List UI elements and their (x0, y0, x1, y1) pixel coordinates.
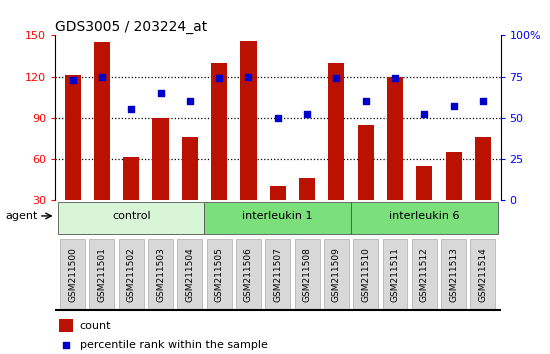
Bar (59, 319, 73, 332)
Bar (387, 76, 403, 200)
Text: GSM211512: GSM211512 (420, 247, 429, 302)
Bar (299, 178, 315, 200)
Text: GSM211510: GSM211510 (361, 247, 370, 302)
Bar (123, 158, 139, 200)
Point (68, 77, 77, 83)
FancyBboxPatch shape (265, 239, 290, 310)
Text: percentile rank within the sample: percentile rank within the sample (80, 340, 267, 350)
FancyBboxPatch shape (177, 239, 202, 310)
Point (273, 115, 282, 120)
Point (332, 75, 341, 81)
FancyBboxPatch shape (207, 239, 232, 310)
Bar (328, 63, 344, 200)
Point (390, 75, 399, 81)
Text: GSM211511: GSM211511 (390, 247, 399, 302)
Point (420, 112, 428, 117)
FancyBboxPatch shape (412, 239, 437, 310)
FancyBboxPatch shape (324, 239, 349, 310)
Text: GSM211508: GSM211508 (302, 247, 311, 302)
Point (156, 90, 165, 96)
Point (478, 98, 487, 104)
Text: agent: agent (6, 211, 38, 221)
Bar (152, 118, 168, 200)
Text: control: control (112, 211, 151, 221)
Point (97, 74, 106, 79)
Text: GSM211506: GSM211506 (244, 247, 253, 302)
Bar (182, 137, 198, 200)
Bar (416, 166, 432, 200)
FancyBboxPatch shape (205, 202, 351, 234)
FancyBboxPatch shape (353, 239, 378, 310)
Bar (270, 186, 286, 200)
Point (244, 74, 253, 79)
FancyBboxPatch shape (90, 239, 114, 310)
Point (62, 342, 70, 348)
FancyBboxPatch shape (383, 239, 408, 310)
FancyBboxPatch shape (351, 202, 498, 234)
Text: GSM211505: GSM211505 (214, 247, 224, 302)
Text: GSM211503: GSM211503 (156, 247, 165, 302)
Bar (64, 75, 81, 200)
FancyBboxPatch shape (60, 239, 85, 310)
FancyBboxPatch shape (148, 239, 173, 310)
FancyBboxPatch shape (58, 202, 205, 234)
Text: count: count (80, 320, 111, 331)
Bar (358, 125, 374, 200)
Bar (211, 63, 227, 200)
Text: GDS3005 / 203224_at: GDS3005 / 203224_at (55, 21, 207, 34)
FancyBboxPatch shape (236, 239, 261, 310)
Text: interleukin 6: interleukin 6 (389, 211, 460, 221)
Text: GSM211501: GSM211501 (97, 247, 106, 302)
Point (302, 112, 311, 117)
Text: GSM211504: GSM211504 (185, 247, 194, 302)
Point (361, 98, 370, 104)
Text: GSM211514: GSM211514 (478, 247, 487, 302)
FancyBboxPatch shape (119, 239, 144, 310)
Bar (475, 137, 491, 200)
Bar (240, 41, 256, 200)
FancyBboxPatch shape (441, 239, 466, 310)
Point (449, 103, 458, 109)
Text: interleukin 1: interleukin 1 (243, 211, 313, 221)
FancyBboxPatch shape (470, 239, 496, 310)
Text: GSM211509: GSM211509 (332, 247, 341, 302)
FancyBboxPatch shape (295, 239, 320, 310)
Text: GSM211507: GSM211507 (273, 247, 282, 302)
Bar (446, 152, 461, 200)
Text: GSM211513: GSM211513 (449, 247, 458, 302)
Point (185, 98, 194, 104)
Point (127, 107, 136, 112)
Text: GSM211500: GSM211500 (68, 247, 77, 302)
Point (214, 75, 223, 81)
Bar (94, 42, 110, 200)
Text: GSM211502: GSM211502 (126, 247, 136, 302)
